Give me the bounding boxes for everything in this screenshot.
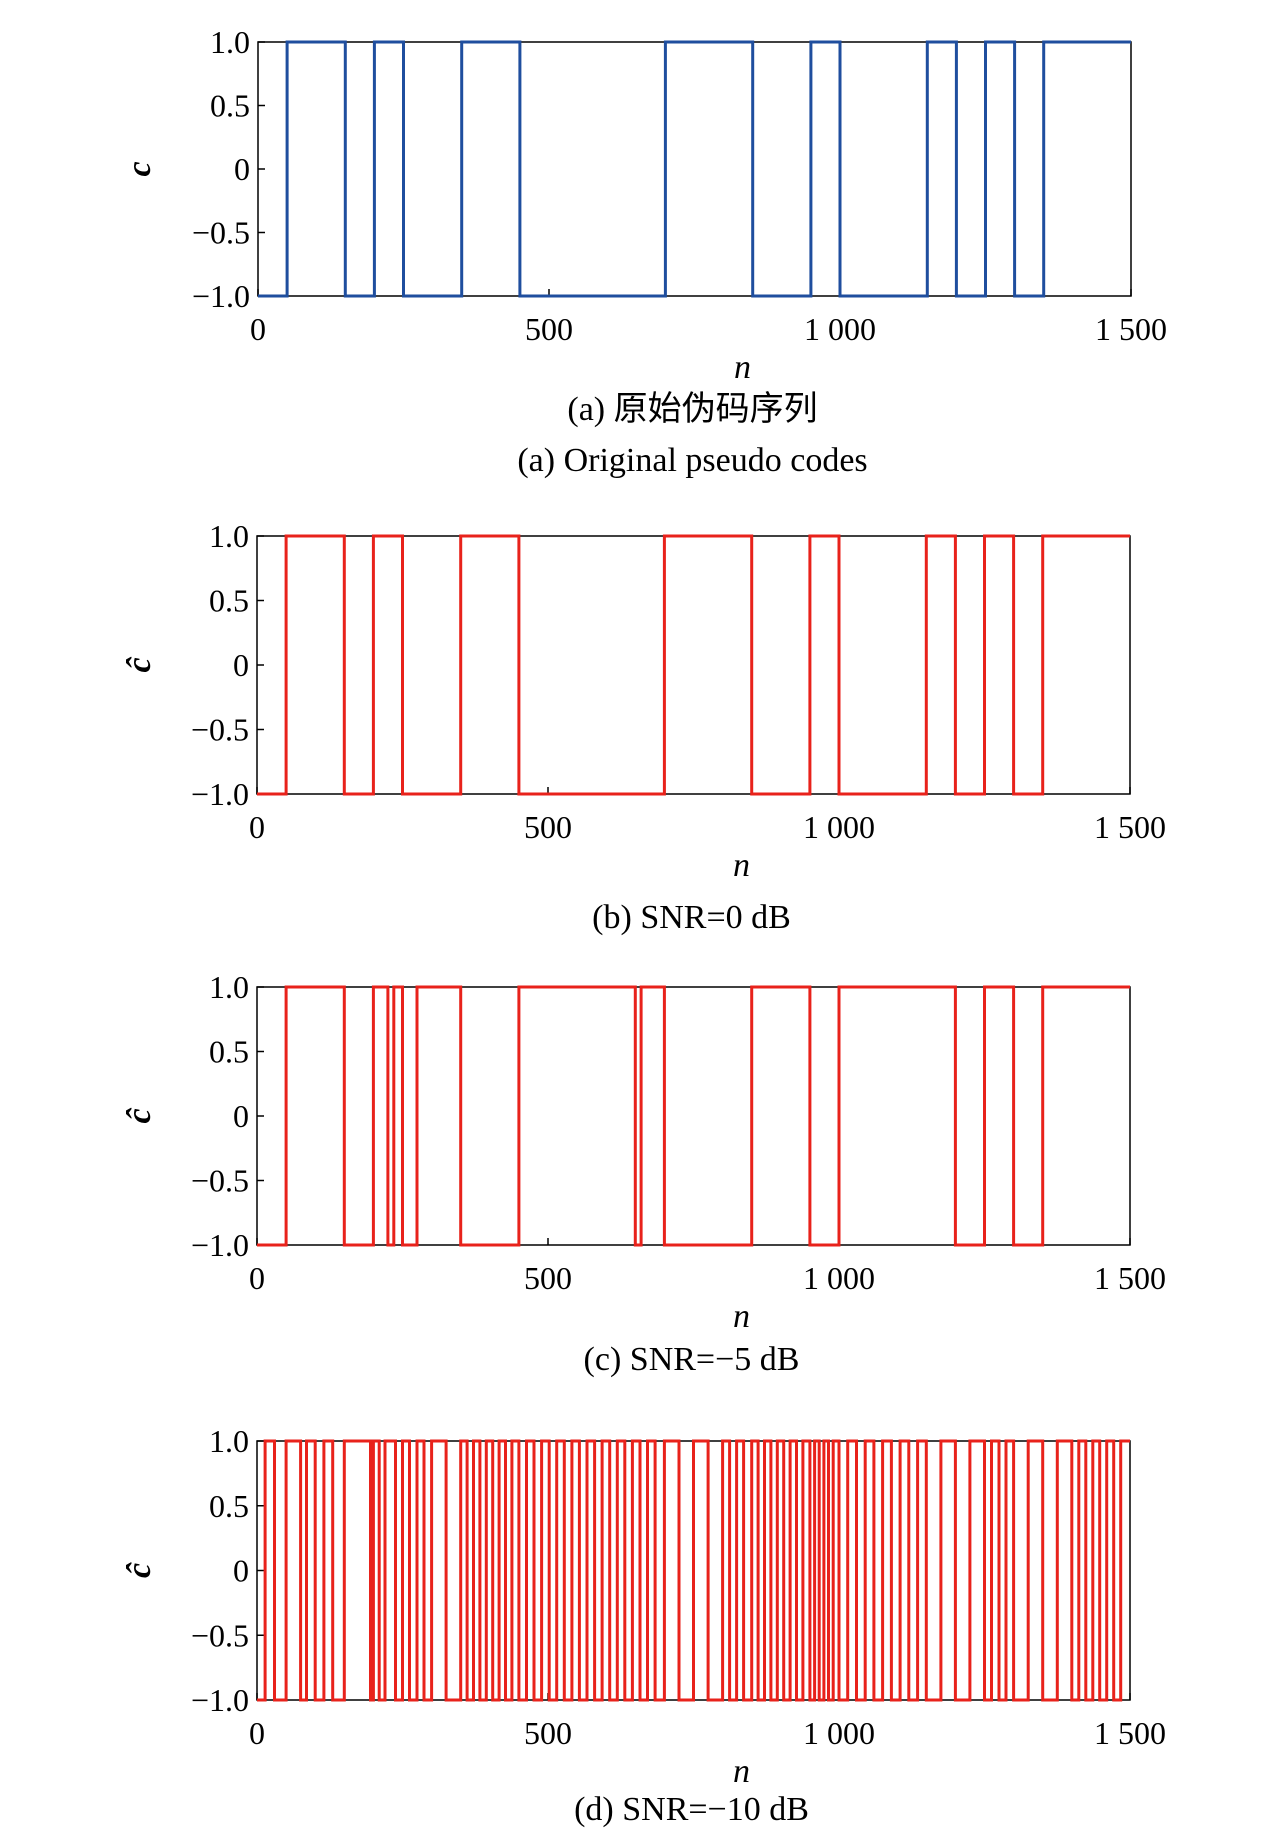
y-tick-label: −0.5 — [191, 712, 249, 748]
series-line-2-0 — [257, 985, 1130, 1247]
y-tick-label: −1.0 — [191, 1682, 249, 1718]
caption-en: (b) SNR=0 dB — [592, 899, 791, 936]
x-tick-label: 1 000 — [803, 809, 875, 845]
x-tick-label: 0 — [249, 809, 265, 845]
y-tick-label: 0.5 — [209, 1034, 249, 1070]
y-axis-label: c — [121, 161, 158, 176]
series-line-0-0 — [258, 40, 1131, 298]
y-tick-label: 0 — [233, 647, 249, 683]
y-axis-label: ĉ — [121, 1562, 158, 1578]
y-tick-label: −1.0 — [192, 278, 250, 314]
x-tick-label: 0 — [249, 1260, 265, 1296]
y-tick-label: 1.0 — [209, 518, 249, 554]
y-tick-label: −1.0 — [191, 776, 249, 812]
y-tick-label: 0.5 — [210, 88, 250, 124]
y-tick-label: −1.0 — [191, 1227, 249, 1263]
y-tick-label: 1.0 — [209, 1423, 249, 1459]
y-tick-label: 0 — [233, 1098, 249, 1134]
x-tick-label: 1 000 — [803, 1260, 875, 1296]
x-tick-label: 500 — [525, 311, 573, 347]
x-axis-label: n — [734, 349, 751, 386]
y-axis-label: ĉ — [121, 657, 158, 673]
x-axis-label: n — [733, 1298, 750, 1335]
y-tick-label: −0.5 — [192, 215, 250, 251]
caption-cn: (a) 原始伪码序列 — [567, 390, 817, 428]
y-tick-label: −0.5 — [191, 1163, 249, 1199]
x-tick-label: 1 500 — [1095, 311, 1167, 347]
x-tick-label: 0 — [250, 311, 266, 347]
series-line-3-0 — [257, 1439, 1130, 1702]
x-tick-label: 1 500 — [1094, 1260, 1166, 1296]
series-line-1-0 — [257, 534, 1130, 796]
x-tick-label: 1 500 — [1094, 809, 1166, 845]
x-tick-label: 500 — [524, 1715, 572, 1751]
y-axis-label: ĉ — [121, 1108, 158, 1124]
y-tick-label: 0 — [233, 1553, 249, 1589]
plot-frame — [257, 41, 1132, 297]
plot-frame — [256, 535, 1131, 795]
caption-en: (c) SNR=−5 dB — [584, 1341, 800, 1378]
x-tick-label: 1 000 — [803, 1715, 875, 1751]
x-tick-label: 1 000 — [804, 311, 876, 347]
y-tick-label: 0 — [234, 151, 250, 187]
y-tick-label: 0.5 — [209, 1488, 249, 1524]
x-tick-label: 0 — [249, 1715, 265, 1751]
x-axis-label: n — [733, 1753, 750, 1790]
x-tick-label: 500 — [524, 1260, 572, 1296]
y-tick-label: 1.0 — [209, 969, 249, 1005]
x-axis-label: n — [733, 847, 750, 884]
y-tick-label: 1.0 — [210, 24, 250, 60]
x-tick-label: 500 — [524, 809, 572, 845]
caption-en: (d) SNR=−10 dB — [574, 1791, 809, 1828]
y-tick-label: −0.5 — [191, 1617, 249, 1653]
caption-en: (a) Original pseudo codes — [517, 442, 867, 479]
y-tick-label: 0.5 — [209, 583, 249, 619]
x-tick-label: 1 500 — [1094, 1715, 1166, 1751]
